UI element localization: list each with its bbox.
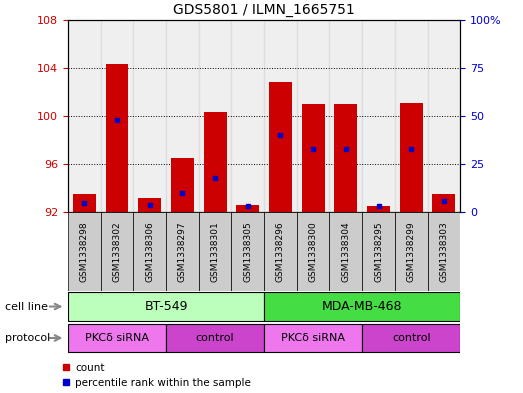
Bar bbox=[269, 82, 292, 212]
Text: GSM1338303: GSM1338303 bbox=[439, 221, 448, 282]
Text: PKCδ siRNA: PKCδ siRNA bbox=[281, 333, 345, 343]
Bar bbox=[236, 205, 259, 212]
Bar bbox=[199, 212, 231, 291]
Bar bbox=[428, 20, 460, 212]
Text: protocol: protocol bbox=[5, 333, 51, 343]
Text: GSM1338295: GSM1338295 bbox=[374, 221, 383, 282]
Bar bbox=[166, 324, 264, 352]
Bar bbox=[428, 212, 460, 291]
Text: control: control bbox=[196, 333, 234, 343]
Text: GSM1338302: GSM1338302 bbox=[112, 221, 121, 282]
Text: cell line: cell line bbox=[5, 301, 48, 312]
Bar bbox=[264, 324, 362, 352]
Bar bbox=[199, 20, 231, 212]
Text: GSM1338298: GSM1338298 bbox=[80, 221, 89, 282]
Text: GSM1338305: GSM1338305 bbox=[243, 221, 252, 282]
Bar bbox=[334, 104, 357, 212]
Bar bbox=[133, 20, 166, 212]
Text: GSM1338304: GSM1338304 bbox=[342, 221, 350, 282]
Bar bbox=[68, 324, 166, 352]
Text: GSM1338301: GSM1338301 bbox=[211, 221, 220, 282]
Bar bbox=[362, 324, 460, 352]
Title: GDS5801 / ILMN_1665751: GDS5801 / ILMN_1665751 bbox=[173, 3, 355, 17]
Text: control: control bbox=[392, 333, 430, 343]
Bar bbox=[329, 212, 362, 291]
Text: GSM1338296: GSM1338296 bbox=[276, 221, 285, 282]
Bar bbox=[100, 212, 133, 291]
Bar bbox=[138, 198, 161, 212]
Bar bbox=[231, 20, 264, 212]
Bar bbox=[68, 212, 100, 291]
Text: GSM1338306: GSM1338306 bbox=[145, 221, 154, 282]
Text: MDA-MB-468: MDA-MB-468 bbox=[322, 300, 402, 313]
Bar bbox=[367, 206, 390, 212]
Text: PKCδ siRNA: PKCδ siRNA bbox=[85, 333, 149, 343]
Bar bbox=[395, 20, 428, 212]
Legend: count, percentile rank within the sample: count, percentile rank within the sample bbox=[63, 363, 251, 388]
Bar bbox=[106, 64, 129, 212]
Bar bbox=[264, 212, 297, 291]
Text: GSM1338299: GSM1338299 bbox=[407, 221, 416, 282]
Bar bbox=[73, 194, 96, 212]
Bar bbox=[264, 20, 297, 212]
Bar bbox=[395, 212, 428, 291]
Bar bbox=[166, 212, 199, 291]
Bar bbox=[297, 20, 329, 212]
Bar bbox=[400, 103, 423, 212]
Text: BT-549: BT-549 bbox=[144, 300, 188, 313]
Bar bbox=[171, 158, 194, 212]
Bar bbox=[362, 20, 395, 212]
Bar bbox=[264, 292, 460, 321]
Bar bbox=[203, 112, 226, 212]
Bar bbox=[433, 194, 456, 212]
Bar bbox=[231, 212, 264, 291]
Text: GSM1338297: GSM1338297 bbox=[178, 221, 187, 282]
Bar bbox=[362, 212, 395, 291]
Bar bbox=[133, 212, 166, 291]
Bar bbox=[302, 104, 325, 212]
Bar bbox=[100, 20, 133, 212]
Bar bbox=[68, 292, 264, 321]
Bar bbox=[297, 212, 329, 291]
Text: GSM1338300: GSM1338300 bbox=[309, 221, 317, 282]
Bar bbox=[329, 20, 362, 212]
Bar bbox=[166, 20, 199, 212]
Bar bbox=[68, 20, 100, 212]
